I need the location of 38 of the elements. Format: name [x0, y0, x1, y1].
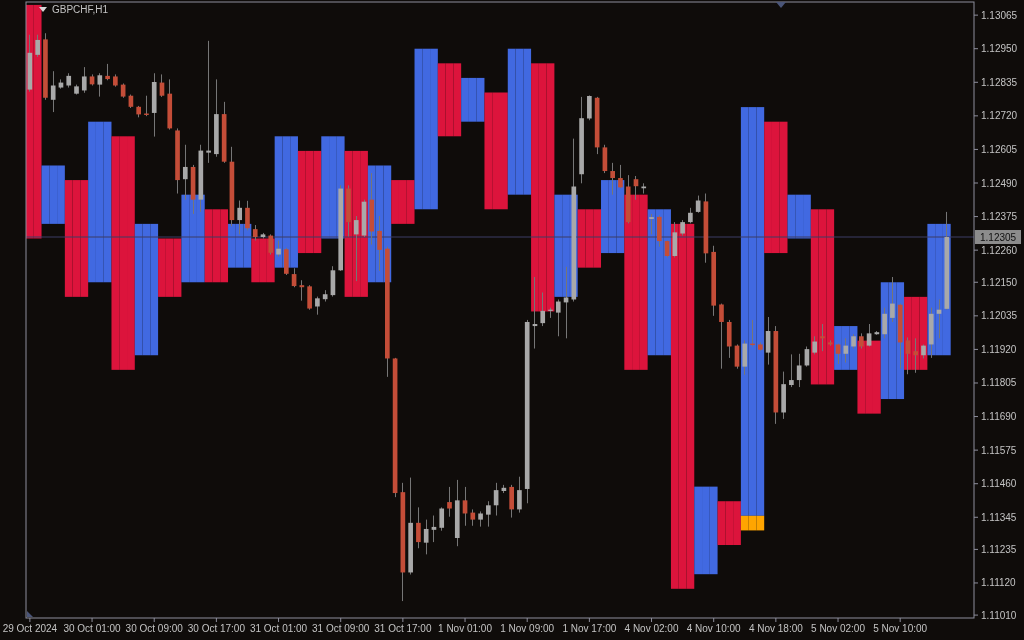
x-tick-label: 1 Nov 09:00	[500, 623, 555, 634]
y-tick-label: 1.11010	[981, 609, 1017, 621]
y-tick-label: 1.12150	[981, 276, 1018, 288]
y-tick-label: 1.12260	[981, 244, 1018, 256]
y-tick-label: 1.12375	[981, 211, 1018, 223]
x-tick-label: 1 Nov 01:00	[438, 623, 493, 634]
candlestick	[548, 307, 553, 318]
y-tick-label: 1.13065	[981, 9, 1018, 21]
y-tick-label: 1.11120	[981, 577, 1017, 589]
y-tick-label: 1.12490	[981, 177, 1018, 189]
x-tick-label: 5 Nov 02:00	[811, 623, 866, 634]
x-tick-label: 1 Nov 17:00	[562, 623, 617, 634]
y-tick-label: 1.12950	[981, 43, 1018, 55]
x-tick-label: 29 Oct 2024	[2, 623, 58, 634]
y-tick-label: 1.11920	[981, 343, 1017, 355]
y-tick-label: 1.11460	[981, 478, 1017, 490]
y-tick-label: 1.12835	[981, 76, 1018, 88]
x-tick-label: 4 Nov 18:00	[748, 623, 804, 634]
y-tick-label: 1.12035	[981, 310, 1018, 322]
chart-title: GBPCHF,H1	[52, 4, 109, 15]
y-tick-label: 1.11235	[981, 543, 1017, 555]
x-tick-label: 4 Nov 02:00	[624, 623, 679, 634]
y-tick-label: 1.11690	[981, 411, 1017, 423]
x-tick-label: 30 Oct 09:00	[125, 623, 184, 634]
candlestick	[649, 213, 654, 235]
x-tick-label: 4 Nov 10:00	[686, 623, 742, 634]
y-tick-label: 1.11805	[981, 377, 1017, 389]
x-tick-label: 31 Oct 17:00	[374, 623, 432, 634]
y-tick-label: 1.11345	[981, 511, 1017, 523]
ref-line-label: 1.12305	[980, 231, 1017, 243]
x-tick-label: 5 Nov 10:00	[873, 623, 928, 634]
y-tick-label: 1.12720	[981, 110, 1018, 122]
y-tick-label: 1.12605	[981, 143, 1018, 155]
x-tick-label: 30 Oct 17:00	[187, 623, 246, 634]
x-tick-label: 31 Oct 09:00	[312, 623, 370, 634]
x-tick-label: 30 Oct 01:00	[63, 623, 122, 634]
y-tick-label: 1.11575	[981, 444, 1017, 456]
x-tick-label: 31 Oct 01:00	[249, 623, 308, 634]
